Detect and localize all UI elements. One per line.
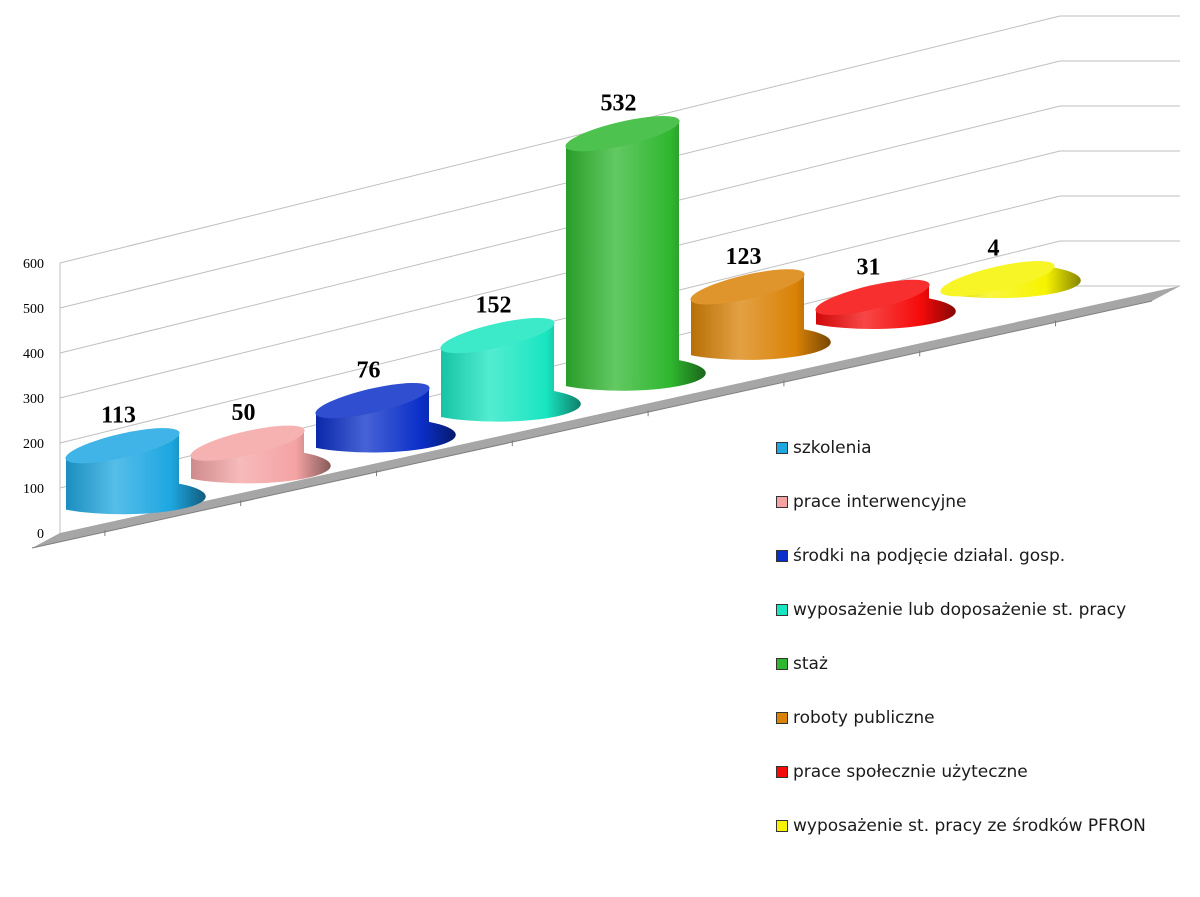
data-label: 152	[476, 293, 512, 319]
bar-body	[816, 284, 956, 330]
legend-label: szkolenia	[793, 438, 872, 458]
legend-swatch	[776, 604, 788, 616]
legend-item: prace społecznie użyteczne	[776, 760, 1028, 784]
bars	[65, 116, 1081, 515]
legend-item: prace interwencyjne	[776, 490, 967, 514]
chart-floor	[31, 286, 1180, 549]
y-tick-label: 400	[23, 347, 44, 362]
y-tick-label: 500	[23, 302, 44, 317]
y-tick-label: 200	[23, 437, 44, 452]
bar-body	[566, 120, 706, 391]
bar-top	[565, 116, 680, 152]
legend-item: staż	[776, 652, 828, 676]
legend-label: wyposażenie lub doposażenie st. pracy	[793, 600, 1127, 620]
y-tick-label: 0	[37, 527, 44, 542]
data-label: 113	[101, 403, 136, 429]
legend-item: roboty publiczne	[776, 706, 935, 730]
data-label: 123	[726, 244, 762, 270]
bar-top	[690, 269, 805, 305]
bar	[565, 116, 706, 391]
legend-label: środki na podjęcie działal. gosp.	[793, 546, 1066, 566]
legend-label: prace interwencyjne	[793, 492, 967, 512]
data-label: 50	[232, 400, 256, 426]
bar	[940, 261, 1081, 299]
legend-item: wyposażenie st. pracy ze środków PFRON	[776, 814, 1146, 838]
data-label: 76	[357, 358, 381, 384]
data-label: 31	[857, 254, 881, 280]
legend-swatch	[776, 712, 788, 724]
bar-top	[940, 261, 1055, 297]
gridline	[59, 15, 1061, 264]
legend-swatch	[776, 496, 788, 508]
legend-swatch	[776, 550, 788, 562]
bar-body	[316, 387, 456, 453]
legend-label: roboty publiczne	[793, 708, 935, 728]
bar	[440, 317, 581, 422]
legend-label: prace społecznie użyteczne	[793, 762, 1028, 782]
bar	[65, 428, 206, 515]
legend-swatch	[776, 658, 788, 670]
bar	[190, 425, 331, 484]
bar	[690, 269, 831, 360]
gridline	[59, 105, 1061, 354]
y-tick-label: 100	[23, 482, 44, 497]
gridline	[59, 150, 1061, 399]
bar-top	[65, 428, 180, 464]
legend-swatch	[776, 820, 788, 832]
y-tick-label: 300	[23, 392, 44, 407]
gridline	[59, 60, 1061, 309]
bar	[815, 279, 956, 330]
y-tick-label: 600	[23, 257, 44, 272]
bar-top	[815, 279, 930, 315]
data-label: 532	[601, 91, 637, 117]
legend-swatch	[776, 766, 788, 778]
bar-top	[190, 425, 305, 461]
bar-body	[191, 430, 331, 484]
legend-item: szkolenia	[776, 436, 872, 460]
legend-label: wyposażenie st. pracy ze środków PFRON	[793, 816, 1146, 836]
bar-top	[440, 317, 555, 354]
bar	[315, 383, 456, 453]
y-axis: 0 100 200 300 400 500 600	[23, 257, 61, 542]
bar-top	[315, 383, 430, 419]
legend-label: staż	[793, 654, 828, 674]
gridline	[59, 195, 1061, 444]
legend-item: środki na podjęcie działal. gosp.	[776, 544, 1065, 568]
legend-item: wyposażenie lub doposażenie st. pracy	[776, 598, 1126, 622]
floor	[32, 286, 1180, 548]
data-labels: 113 50 76 152 532 123 31 4	[101, 91, 999, 429]
x-axis-line	[31, 300, 1153, 549]
data-label: 4	[988, 236, 1000, 262]
legend-swatch	[776, 442, 788, 454]
